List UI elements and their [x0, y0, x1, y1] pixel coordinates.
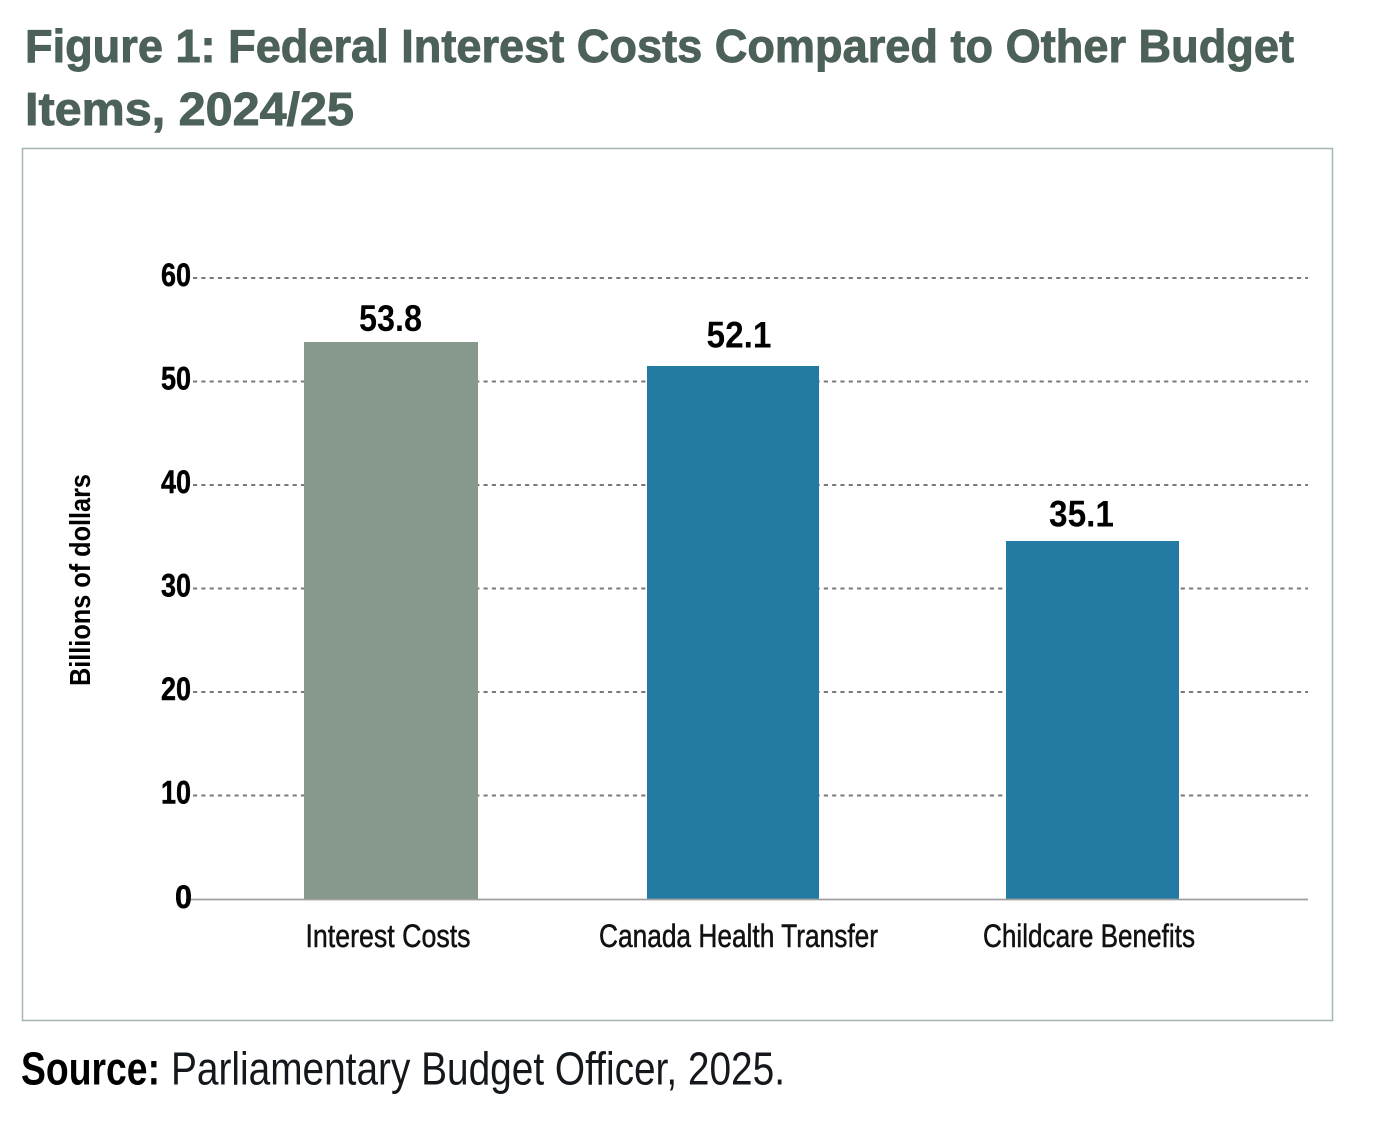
svg-text:20: 20: [161, 671, 191, 707]
svg-text:Billions of dollars: Billions of dollars: [65, 474, 97, 686]
svg-text:Source:: Source:: [21, 1043, 160, 1095]
svg-text:Interest Costs: Interest Costs: [306, 918, 471, 954]
svg-text:40: 40: [161, 464, 191, 500]
svg-text:60: 60: [161, 257, 191, 293]
svg-text:53.8: 53.8: [359, 298, 422, 339]
svg-text:Items, 2024/25: Items, 2024/25: [25, 83, 354, 135]
svg-text:35.1: 35.1: [1049, 494, 1114, 535]
svg-text:52.1: 52.1: [707, 315, 772, 356]
svg-text:Parliamentary Budget Officer,: Parliamentary Budget Officer, 2025.: [171, 1043, 785, 1095]
svg-text:30: 30: [161, 568, 191, 604]
svg-text:50: 50: [161, 361, 191, 397]
svg-text:Canada Health Transfer: Canada Health Transfer: [599, 918, 878, 954]
svg-text:0: 0: [175, 879, 192, 915]
svg-text:10: 10: [161, 775, 191, 811]
svg-text:Figure 1: Federal Interest Cos: Figure 1: Federal Interest Costs Compare…: [25, 20, 1294, 72]
svg-text:Childcare Benefits: Childcare Benefits: [983, 918, 1195, 954]
